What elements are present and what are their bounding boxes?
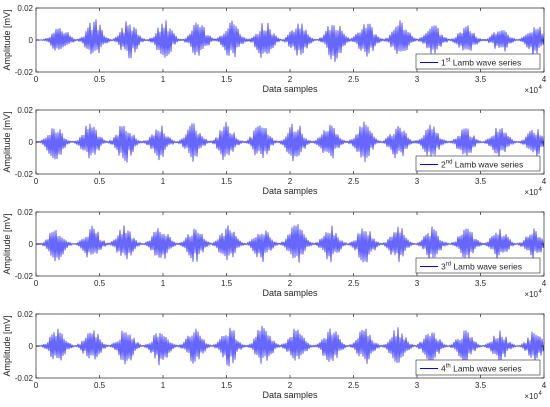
legend-label: 1st Lamb wave series	[441, 58, 521, 68]
x-multiplier: ×10	[524, 188, 538, 197]
x-multiplier-exponent: 4	[539, 391, 543, 397]
legend-label: 3rd Lamb wave series	[441, 262, 522, 272]
legend-label-ordinal: st	[446, 58, 451, 64]
legend-label-ordinal: rd	[446, 262, 451, 268]
legend: 2nd Lamb wave series	[415, 155, 541, 172]
signal-line	[35, 19, 545, 63]
x-tick-label: 1	[161, 177, 166, 186]
legend-box	[415, 257, 541, 274]
legend-box	[415, 53, 541, 70]
x-tick-label: 3.5	[475, 75, 487, 84]
x-multiplier: ×10	[524, 86, 538, 95]
x-tick-label: 0.5	[94, 177, 106, 186]
x-tick-label: 0.5	[94, 381, 106, 390]
legend: 3rd Lamb wave series	[415, 257, 541, 274]
x-multiplier-exponent: 4	[539, 187, 543, 193]
x-tick-label: 0.5	[94, 75, 106, 84]
x-tick-label: 2.5	[348, 279, 360, 288]
x-tick-label: 1.5	[221, 381, 233, 390]
legend-label-ordinal: nd	[446, 160, 453, 166]
x-tick-label: 0	[34, 177, 39, 186]
signal-line	[35, 121, 545, 163]
y-tick-label: -0.02	[15, 272, 34, 281]
y-axis-label: Amplitude [mV]	[2, 315, 12, 376]
x-tick-label: 4	[542, 177, 547, 186]
x-tick-label: 4	[542, 279, 547, 288]
legend-label-text: Lamb wave series	[452, 160, 523, 170]
x-tick-label: 3	[415, 279, 420, 288]
x-tick-label: 2	[288, 279, 293, 288]
x-tick-label: 1.5	[221, 177, 233, 186]
legend-label-number: 4	[441, 364, 446, 374]
x-tick-label: 0.5	[94, 279, 106, 288]
y-axis-label: Amplitude [mV]	[2, 213, 12, 274]
y-tick-label: 0	[29, 342, 34, 351]
x-tick-label: 3.5	[475, 177, 487, 186]
legend-label-text: Lamb wave series	[451, 364, 522, 374]
x-tick-label: 2.5	[348, 381, 360, 390]
x-axis-label: Data samples	[262, 288, 318, 298]
legend-label-number: 2	[441, 160, 446, 170]
x-axis-label: Data samples	[262, 84, 318, 94]
legend-box	[415, 155, 541, 172]
y-tick-label: 0	[29, 36, 34, 45]
x-tick-label: 4	[542, 381, 547, 390]
signal-line	[35, 325, 545, 367]
legend-label: 4th Lamb wave series	[441, 364, 522, 374]
y-tick-label: 0.02	[17, 106, 33, 115]
x-multiplier: ×10	[524, 392, 538, 401]
x-tick-label: 2.5	[348, 75, 360, 84]
x-tick-label: 1	[161, 381, 166, 390]
x-tick-label: 1.5	[221, 75, 233, 84]
y-tick-label: -0.02	[15, 374, 34, 383]
x-tick-label: 0	[34, 381, 39, 390]
legend-label-number: 1	[441, 58, 446, 68]
y-tick-label: 0.02	[17, 310, 33, 319]
x-tick-label: 1	[161, 279, 166, 288]
x-tick-label: 3	[415, 75, 420, 84]
x-tick-label: 0	[34, 279, 39, 288]
x-tick-label: 2	[288, 381, 293, 390]
x-axis-label: Data samples	[262, 390, 318, 400]
x-tick-label: 1.5	[221, 279, 233, 288]
x-tick-label: 2	[288, 75, 293, 84]
signal-line	[35, 224, 545, 263]
y-tick-label: -0.02	[15, 170, 34, 179]
x-tick-label: 3.5	[475, 381, 487, 390]
x-multiplier-exponent: 4	[539, 289, 543, 295]
legend-label-ordinal: th	[446, 364, 451, 370]
x-multiplier: ×10	[524, 290, 538, 299]
legend-label-text: Lamb wave series	[450, 58, 521, 68]
y-tick-label: 0.02	[17, 208, 33, 217]
y-tick-label: -0.02	[15, 68, 34, 77]
x-axis-label: Data samples	[262, 186, 318, 196]
legend: 1st Lamb wave series	[415, 53, 541, 70]
y-tick-label: 0.02	[17, 4, 33, 13]
y-axis-label: Amplitude [mV]	[2, 9, 12, 70]
x-tick-label: 0	[34, 75, 39, 84]
legend-label-text: Lamb wave series	[451, 262, 522, 272]
x-tick-label: 3.5	[475, 279, 487, 288]
legend-label: 2nd Lamb wave series	[441, 160, 523, 170]
x-tick-label: 4	[542, 75, 547, 84]
y-tick-label: 0	[29, 138, 34, 147]
x-tick-label: 3	[415, 381, 420, 390]
y-axis-label: Amplitude [mV]	[2, 111, 12, 172]
legend-box	[415, 359, 541, 376]
legend: 4th Lamb wave series	[415, 359, 541, 376]
x-tick-label: 1	[161, 75, 166, 84]
y-tick-label: 0	[29, 240, 34, 249]
x-multiplier-exponent: 4	[539, 85, 543, 91]
legend-label-number: 3	[441, 262, 446, 272]
x-tick-label: 3	[415, 177, 420, 186]
x-tick-label: 2.5	[348, 177, 360, 186]
x-tick-label: 2	[288, 177, 293, 186]
